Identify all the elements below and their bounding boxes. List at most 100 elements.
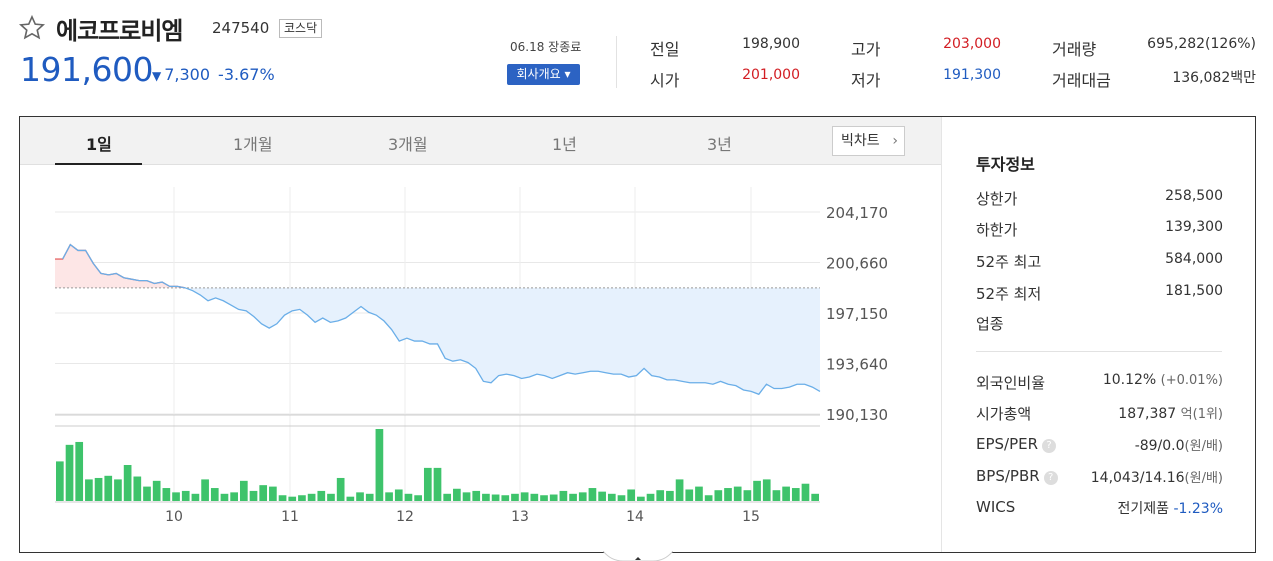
volume-bar (520, 492, 529, 501)
volume-label: 거래량 (1052, 40, 1097, 59)
volume-bar (356, 492, 364, 501)
stock-code: 247540 (212, 19, 270, 37)
tab-3month[interactable]: 3개월 (388, 135, 428, 154)
open-label: 시가 (650, 71, 680, 90)
volume-bar (743, 490, 752, 501)
volume-bar (75, 441, 84, 501)
price-change: ▼ 7,300 -3.67% (152, 65, 275, 84)
favorite-star-icon[interactable] (18, 14, 46, 42)
week52-high-value: 584,000 (1165, 251, 1223, 267)
volume-bar (675, 479, 684, 501)
volume-bar (753, 480, 761, 501)
volume-bar (94, 477, 103, 501)
wics-value[interactable]: 전기제품 -1.23% (1117, 498, 1223, 518)
help-icon[interactable]: ? (1043, 471, 1058, 485)
tab-1month[interactable]: 1개월 (233, 135, 273, 154)
big-chart-label: 빅차트 (841, 133, 880, 149)
y-tick-label: 204,170 (826, 204, 888, 222)
volume-bar (404, 493, 413, 501)
volume-bar (288, 496, 297, 501)
volume-bar (123, 465, 132, 501)
volume-bar (578, 492, 587, 501)
amount-label: 거래대금 (1052, 71, 1111, 90)
market-badge: 코스닥 (279, 19, 323, 38)
volume-bar (85, 479, 93, 501)
high-value: 203,000 (943, 36, 1001, 52)
volume-bar (143, 486, 151, 501)
divider (941, 117, 942, 552)
upper-limit-value: 258,500 (1165, 188, 1223, 204)
tab-3year[interactable]: 3년 (707, 135, 732, 154)
foreign-ratio-value: 10.12% (+0.01%) (1103, 372, 1223, 388)
volume-bar (365, 493, 374, 501)
active-tab-indicator (55, 163, 142, 165)
divider (616, 36, 617, 88)
price-line-down (62, 243, 821, 396)
volume-bar (791, 488, 800, 501)
volume-bar (617, 495, 626, 501)
volume-bar (259, 485, 268, 501)
x-tick-label: 14 (626, 509, 644, 525)
volume-bar (491, 494, 500, 501)
volume-bar (114, 479, 122, 501)
bps-pbr-text: BPS/PBR (976, 467, 1040, 485)
x-tick-label: 10 (165, 509, 183, 525)
wics-change: -1.23% (1173, 501, 1223, 517)
stock-name[interactable]: 에코프로비엠 (56, 17, 183, 45)
x-tick-label: 15 (742, 509, 760, 525)
volume-bar (172, 492, 180, 501)
volume-bar (201, 479, 209, 501)
volume-bar (811, 493, 819, 501)
eps-per-label: EPS/PER? (976, 435, 1057, 453)
market-cap-label: 시가총액 (976, 405, 1032, 423)
volume-bar (637, 496, 645, 501)
volume-bar (627, 489, 636, 501)
week52-low-value: 181,500 (1165, 283, 1223, 299)
tab-1day[interactable]: 1일 (86, 135, 112, 154)
x-tick-label: 13 (511, 509, 529, 525)
prev-label: 전일 (650, 40, 680, 59)
volume-bar (443, 493, 452, 501)
week52-low-label: 52주 최저 (976, 285, 1042, 303)
tab-1year[interactable]: 1년 (552, 135, 577, 154)
eps-per: -89/0.0 (1134, 438, 1185, 454)
y-tick-label: 197,150 (826, 305, 888, 323)
volume-value: 695,282(126%) (1147, 36, 1256, 52)
volume-bar (656, 490, 665, 501)
volume-bar (685, 489, 694, 501)
eps-per-unit: (원/배) (1184, 439, 1223, 454)
eps-per-value: -89/0.0(원/배) (1135, 435, 1223, 454)
market-cap-unit: 억(1위) (1180, 407, 1223, 422)
bps-pbr: 14,043/14.16 (1090, 470, 1185, 486)
volume-bar (181, 490, 190, 501)
volume-bar (210, 488, 219, 501)
volume-bar (704, 495, 713, 501)
upper-limit-label: 상한가 (976, 190, 1018, 208)
chevron-right-icon: › (892, 133, 898, 149)
eps-per-text: EPS/PER (976, 435, 1039, 453)
collapse-tab[interactable] (603, 551, 673, 561)
volume-bar (162, 488, 171, 501)
foreign-ratio: 10.12% (1102, 372, 1157, 388)
price-chart[interactable]: 204,170 200,660 197,150 193,640 190,130 10 11 1… (20, 117, 941, 552)
help-icon[interactable]: ? (1042, 439, 1057, 453)
market-cap: 187,387 (1118, 406, 1177, 422)
y-tick-label: 193,640 (826, 356, 888, 374)
wics-sector: 전기제품 (1117, 501, 1170, 517)
volume-bar (56, 461, 64, 501)
lower-limit-label: 하한가 (976, 221, 1018, 239)
lower-limit-value: 139,300 (1165, 219, 1223, 235)
volume-bar (569, 493, 577, 501)
chart-panel: 1일 1개월 3개월 1년 3년 빅차트 › 204,170 200,660 197,… (19, 116, 1256, 553)
high-label: 고가 (851, 40, 881, 59)
big-chart-button[interactable]: 빅차트 › (832, 126, 905, 156)
volume-bar (714, 490, 723, 501)
volume-bar (269, 486, 277, 501)
volume-bar (414, 495, 422, 501)
industry-label: 업종 (976, 315, 1004, 333)
company-overview-button[interactable]: 회사개요 ▾ (507, 64, 580, 85)
volume-bar (540, 495, 548, 501)
volume-bar (733, 486, 742, 501)
foreign-ratio-change: (+0.01%) (1160, 373, 1223, 388)
volume-bar (762, 479, 771, 501)
